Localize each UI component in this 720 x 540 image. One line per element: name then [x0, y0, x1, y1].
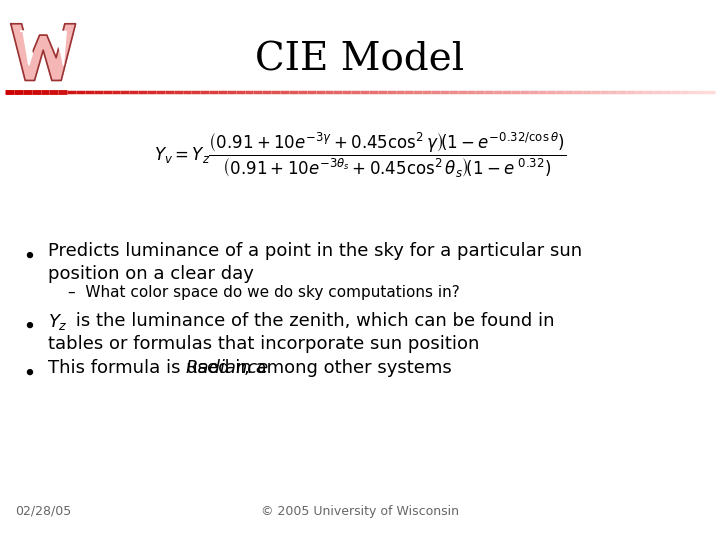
Polygon shape	[20, 31, 32, 65]
Text: , among other systems: , among other systems	[244, 359, 451, 377]
Text: Radiance: Radiance	[186, 359, 269, 377]
Text: CIE Model: CIE Model	[256, 42, 464, 78]
Text: $Y_v = Y_z \dfrac{\left(0.91 + 10e^{-3\gamma} + 0.45\cos^2\gamma\right)\!\left(1: $Y_v = Y_z \dfrac{\left(0.91 + 10e^{-3\g…	[154, 130, 566, 180]
Text: tables or formulas that incorporate sun position: tables or formulas that incorporate sun …	[48, 335, 480, 353]
Polygon shape	[54, 31, 66, 65]
Text: –  What color space do we do sky computations in?: – What color space do we do sky computat…	[68, 285, 460, 300]
Polygon shape	[11, 24, 76, 80]
Text: position on a clear day: position on a clear day	[48, 265, 254, 283]
Text: © 2005 University of Wisconsin: © 2005 University of Wisconsin	[261, 505, 459, 518]
Text: $\bullet$: $\bullet$	[22, 315, 34, 335]
Text: $\bullet$: $\bullet$	[22, 245, 34, 265]
Text: 02/28/05: 02/28/05	[15, 505, 71, 518]
Text: This formula is used in: This formula is used in	[48, 359, 258, 377]
Text: Predicts luminance of a point in the sky for a particular sun: Predicts luminance of a point in the sky…	[48, 242, 582, 260]
Text: $Y_z$: $Y_z$	[48, 312, 68, 332]
Text: $\bullet$: $\bullet$	[22, 362, 34, 382]
Text: is the luminance of the zenith, which can be found in: is the luminance of the zenith, which ca…	[70, 312, 554, 330]
